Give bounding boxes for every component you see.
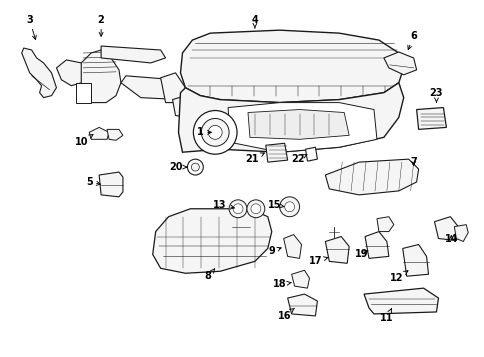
Circle shape <box>187 159 203 175</box>
Circle shape <box>246 200 264 218</box>
Polygon shape <box>325 237 348 263</box>
Text: 23: 23 <box>429 88 442 102</box>
Circle shape <box>191 163 199 171</box>
Circle shape <box>284 202 294 212</box>
Polygon shape <box>402 245 428 276</box>
Text: 17: 17 <box>308 256 327 266</box>
Polygon shape <box>178 83 403 152</box>
Text: 16: 16 <box>277 308 294 321</box>
Polygon shape <box>180 30 403 102</box>
Circle shape <box>228 200 246 218</box>
Text: 9: 9 <box>268 246 281 256</box>
Circle shape <box>193 111 237 154</box>
Polygon shape <box>454 225 467 241</box>
Polygon shape <box>325 159 418 195</box>
Polygon shape <box>247 110 348 139</box>
Polygon shape <box>107 129 122 140</box>
Circle shape <box>250 204 260 214</box>
Polygon shape <box>101 46 165 63</box>
Polygon shape <box>76 50 121 102</box>
Polygon shape <box>305 147 317 161</box>
Text: 15: 15 <box>268 200 284 210</box>
Polygon shape <box>283 235 301 258</box>
Polygon shape <box>291 270 309 288</box>
Text: 7: 7 <box>409 157 416 167</box>
Polygon shape <box>227 102 376 152</box>
Text: 2: 2 <box>98 15 104 36</box>
Text: 12: 12 <box>389 271 407 283</box>
Text: 18: 18 <box>272 279 290 289</box>
Text: 10: 10 <box>75 135 93 147</box>
Circle shape <box>208 125 222 139</box>
Polygon shape <box>363 288 438 314</box>
Text: 11: 11 <box>379 309 393 323</box>
Polygon shape <box>265 143 287 162</box>
Text: 22: 22 <box>290 154 306 164</box>
Text: 19: 19 <box>355 250 368 260</box>
Text: 21: 21 <box>245 153 264 164</box>
Text: 1: 1 <box>197 127 211 137</box>
Polygon shape <box>121 76 185 100</box>
Circle shape <box>279 197 299 217</box>
Polygon shape <box>376 217 393 232</box>
Text: 8: 8 <box>204 269 214 281</box>
Circle shape <box>233 204 242 214</box>
Text: 5: 5 <box>86 177 100 187</box>
Polygon shape <box>383 52 416 75</box>
Text: 13: 13 <box>213 200 234 210</box>
Polygon shape <box>160 73 185 102</box>
Text: 6: 6 <box>407 31 416 50</box>
Circle shape <box>201 119 228 146</box>
Polygon shape <box>172 96 192 117</box>
Text: 20: 20 <box>168 162 186 172</box>
Polygon shape <box>364 232 388 258</box>
Polygon shape <box>89 127 109 139</box>
Polygon shape <box>99 172 122 197</box>
Polygon shape <box>152 209 271 273</box>
Polygon shape <box>287 294 317 316</box>
Polygon shape <box>22 48 56 97</box>
Polygon shape <box>56 60 81 86</box>
Text: 4: 4 <box>251 15 258 28</box>
Polygon shape <box>229 215 249 237</box>
Polygon shape <box>76 83 91 102</box>
Polygon shape <box>434 217 457 241</box>
Text: 3: 3 <box>26 15 36 39</box>
Polygon shape <box>416 107 445 129</box>
Text: 14: 14 <box>444 233 457 243</box>
